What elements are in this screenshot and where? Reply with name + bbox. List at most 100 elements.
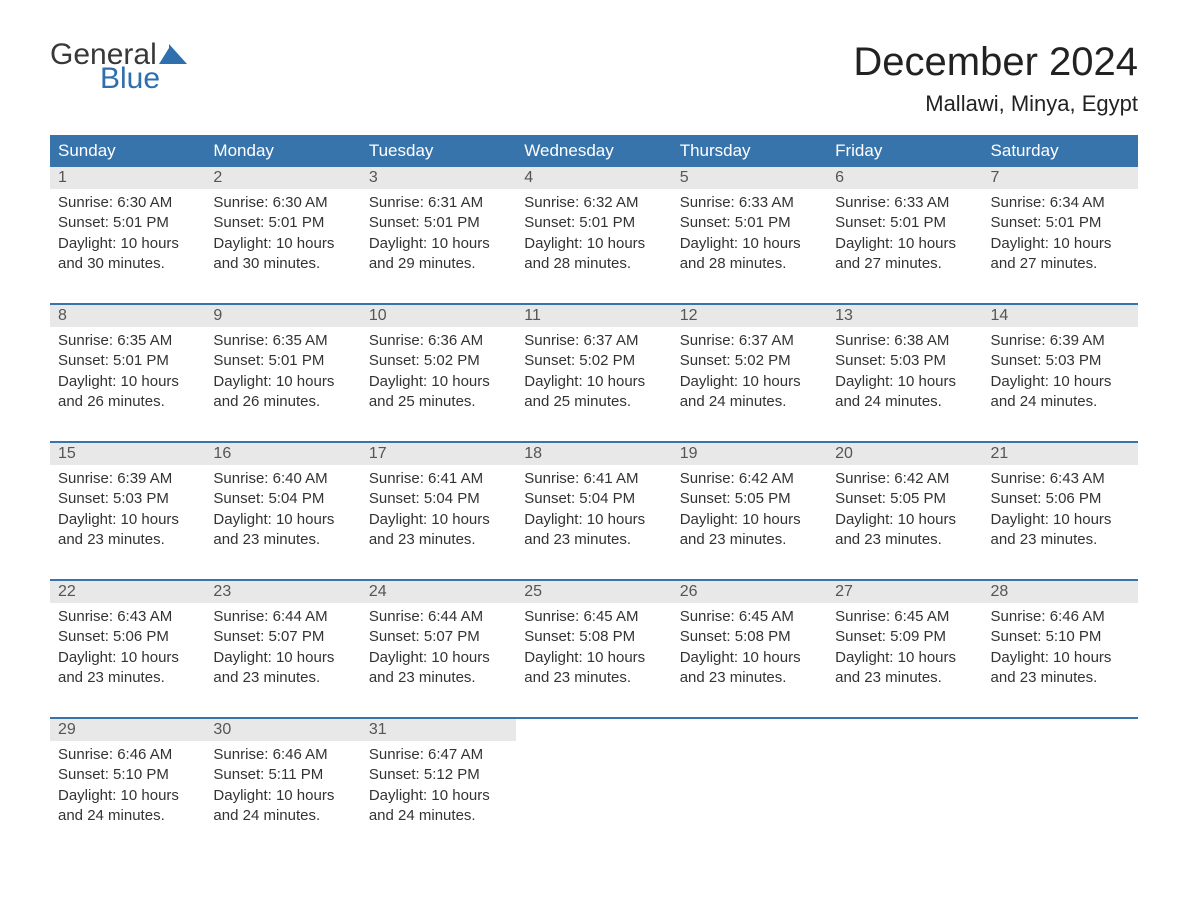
day-sunset: Sunset: 5:01 PM — [991, 213, 1130, 233]
day-day2: and 23 minutes. — [680, 668, 819, 688]
day-body: Sunrise: 6:42 AMSunset: 5:05 PMDaylight:… — [827, 465, 982, 550]
day-day2: and 29 minutes. — [369, 254, 508, 274]
day-body: Sunrise: 6:46 AMSunset: 5:10 PMDaylight:… — [50, 741, 205, 826]
day-day1: Daylight: 10 hours — [369, 786, 508, 806]
logo: General Blue — [50, 40, 187, 94]
day-day1: Daylight: 10 hours — [524, 234, 663, 254]
day-number: 6 — [827, 167, 982, 189]
calendar-day: 20Sunrise: 6:42 AMSunset: 5:05 PMDayligh… — [827, 443, 982, 561]
calendar-week: 15 Sunrise: 6:39 AMSunset: 5:03 PMDayligh… — [50, 441, 1138, 561]
day-body: Sunrise: 6:41 AMSunset: 5:04 PMDaylight:… — [516, 465, 671, 550]
day-day1: Daylight: 10 hours — [369, 234, 508, 254]
day-sunrise: Sunrise: 6:46 AM — [58, 745, 197, 765]
day-day2: and 24 minutes. — [680, 392, 819, 412]
calendar-day — [516, 719, 671, 837]
day-sunset: Sunset: 5:12 PM — [369, 765, 508, 785]
day-sunrise: Sunrise: 6:43 AM — [58, 607, 197, 627]
calendar-day: 26Sunrise: 6:45 AMSunset: 5:08 PMDayligh… — [672, 581, 827, 699]
day-sunrise: Sunrise: 6:30 AM — [213, 193, 352, 213]
day-day1: Daylight: 10 hours — [991, 372, 1130, 392]
day-sunrise: Sunrise: 6:44 AM — [369, 607, 508, 627]
day-body: Sunrise: 6:35 AMSunset: 5:01 PMDaylight:… — [205, 327, 360, 412]
day-sunrise: Sunrise: 6:41 AM — [369, 469, 508, 489]
day-sunset: Sunset: 5:03 PM — [58, 489, 197, 509]
day-body: Sunrise: 6:45 AMSunset: 5:08 PMDaylight:… — [672, 603, 827, 688]
calendar-day: 22Sunrise: 6:43 AMSunset: 5:06 PMDayligh… — [50, 581, 205, 699]
calendar-day: 24Sunrise: 6:44 AMSunset: 5:07 PMDayligh… — [361, 581, 516, 699]
day-day1: Daylight: 10 hours — [58, 372, 197, 392]
day-sunrise: Sunrise: 6:42 AM — [835, 469, 974, 489]
day-day2: and 24 minutes. — [58, 806, 197, 826]
day-day1: Daylight: 10 hours — [58, 786, 197, 806]
location: Mallawi, Minya, Egypt — [853, 91, 1138, 117]
day-day2: and 23 minutes. — [835, 668, 974, 688]
day-body: Sunrise: 6:43 AMSunset: 5:06 PMDaylight:… — [983, 465, 1138, 550]
day-sunrise: Sunrise: 6:38 AM — [835, 331, 974, 351]
calendar-week: 8Sunrise: 6:35 AMSunset: 5:01 PMDaylight… — [50, 303, 1138, 423]
day-sunset: Sunset: 5:04 PM — [369, 489, 508, 509]
day-sunset: Sunset: 5:07 PM — [369, 627, 508, 647]
day-day1: Daylight: 10 hours — [524, 648, 663, 668]
day-day2: and 23 minutes. — [58, 530, 197, 550]
day-number: 11 — [516, 305, 671, 327]
day-sunrise: Sunrise: 6:33 AM — [835, 193, 974, 213]
day-day1: Daylight: 10 hours — [213, 234, 352, 254]
day-day2: and 23 minutes. — [213, 668, 352, 688]
day-body: Sunrise: 6:37 AMSunset: 5:02 PMDaylight:… — [672, 327, 827, 412]
day-sunset: Sunset: 5:02 PM — [680, 351, 819, 371]
day-number: 4 — [516, 167, 671, 189]
day-sunrise: Sunrise: 6:39 AM — [58, 469, 197, 489]
day-day2: and 23 minutes. — [524, 530, 663, 550]
day-day2: and 28 minutes. — [680, 254, 819, 274]
day-body: Sunrise: 6:38 AMSunset: 5:03 PMDaylight:… — [827, 327, 982, 412]
calendar-day: 27Sunrise: 6:45 AMSunset: 5:09 PMDayligh… — [827, 581, 982, 699]
day-sunset: Sunset: 5:01 PM — [58, 213, 197, 233]
day-sunset: Sunset: 5:06 PM — [991, 489, 1130, 509]
day-number: 28 — [983, 581, 1138, 603]
day-day1: Daylight: 10 hours — [58, 234, 197, 254]
day-body: Sunrise: 6:33 AMSunset: 5:01 PMDaylight:… — [827, 189, 982, 274]
calendar-week: 1Sunrise: 6:30 AMSunset: 5:01 PMDaylight… — [50, 167, 1138, 285]
day-day1: Daylight: 10 hours — [369, 372, 508, 392]
weekday-header-cell: Wednesday — [516, 135, 671, 167]
day-sunrise: Sunrise: 6:36 AM — [369, 331, 508, 351]
day-sunset: Sunset: 5:10 PM — [991, 627, 1130, 647]
calendar-day — [983, 719, 1138, 837]
calendar-day: 14Sunrise: 6:39 AMSunset: 5:03 PMDayligh… — [983, 305, 1138, 423]
day-number: 29 — [50, 719, 205, 741]
calendar-day: 28Sunrise: 6:46 AMSunset: 5:10 PMDayligh… — [983, 581, 1138, 699]
calendar-day: 9Sunrise: 6:35 AMSunset: 5:01 PMDaylight… — [205, 305, 360, 423]
day-day1: Daylight: 10 hours — [58, 510, 197, 530]
day-sunset: Sunset: 5:04 PM — [524, 489, 663, 509]
day-sunrise: Sunrise: 6:35 AM — [213, 331, 352, 351]
day-day2: and 24 minutes. — [369, 806, 508, 826]
day-body: Sunrise: 6:46 AMSunset: 5:10 PMDaylight:… — [983, 603, 1138, 688]
day-day1: Daylight: 10 hours — [213, 786, 352, 806]
day-sunrise: Sunrise: 6:30 AM — [58, 193, 197, 213]
day-day1: Daylight: 10 hours — [991, 234, 1130, 254]
day-number: 20 — [827, 443, 982, 465]
day-day2: and 25 minutes. — [524, 392, 663, 412]
day-sunrise: Sunrise: 6:40 AM — [213, 469, 352, 489]
calendar-day: 6Sunrise: 6:33 AMSunset: 5:01 PMDaylight… — [827, 167, 982, 285]
day-day2: and 24 minutes. — [835, 392, 974, 412]
day-sunrise: Sunrise: 6:35 AM — [58, 331, 197, 351]
day-sunrise: Sunrise: 6:43 AM — [991, 469, 1130, 489]
day-number: 12 — [672, 305, 827, 327]
day-day2: and 27 minutes. — [835, 254, 974, 274]
day-body: Sunrise: 6:31 AMSunset: 5:01 PMDaylight:… — [361, 189, 516, 274]
day-day2: and 23 minutes. — [524, 668, 663, 688]
day-sunrise: Sunrise: 6:46 AM — [991, 607, 1130, 627]
weekday-header-cell: Tuesday — [361, 135, 516, 167]
day-number: 16 — [205, 443, 360, 465]
day-number — [672, 719, 827, 741]
day-body: Sunrise: 6:42 AMSunset: 5:05 PMDaylight:… — [672, 465, 827, 550]
weekday-header-cell: Monday — [205, 135, 360, 167]
day-day1: Daylight: 10 hours — [680, 372, 819, 392]
calendar-day: 10Sunrise: 6:36 AMSunset: 5:02 PMDayligh… — [361, 305, 516, 423]
calendar-day: 11Sunrise: 6:37 AMSunset: 5:02 PMDayligh… — [516, 305, 671, 423]
day-number: 15 — [50, 443, 205, 465]
day-sunset: Sunset: 5:08 PM — [680, 627, 819, 647]
calendar-day: 30Sunrise: 6:46 AMSunset: 5:11 PMDayligh… — [205, 719, 360, 837]
calendar-day: 23Sunrise: 6:44 AMSunset: 5:07 PMDayligh… — [205, 581, 360, 699]
